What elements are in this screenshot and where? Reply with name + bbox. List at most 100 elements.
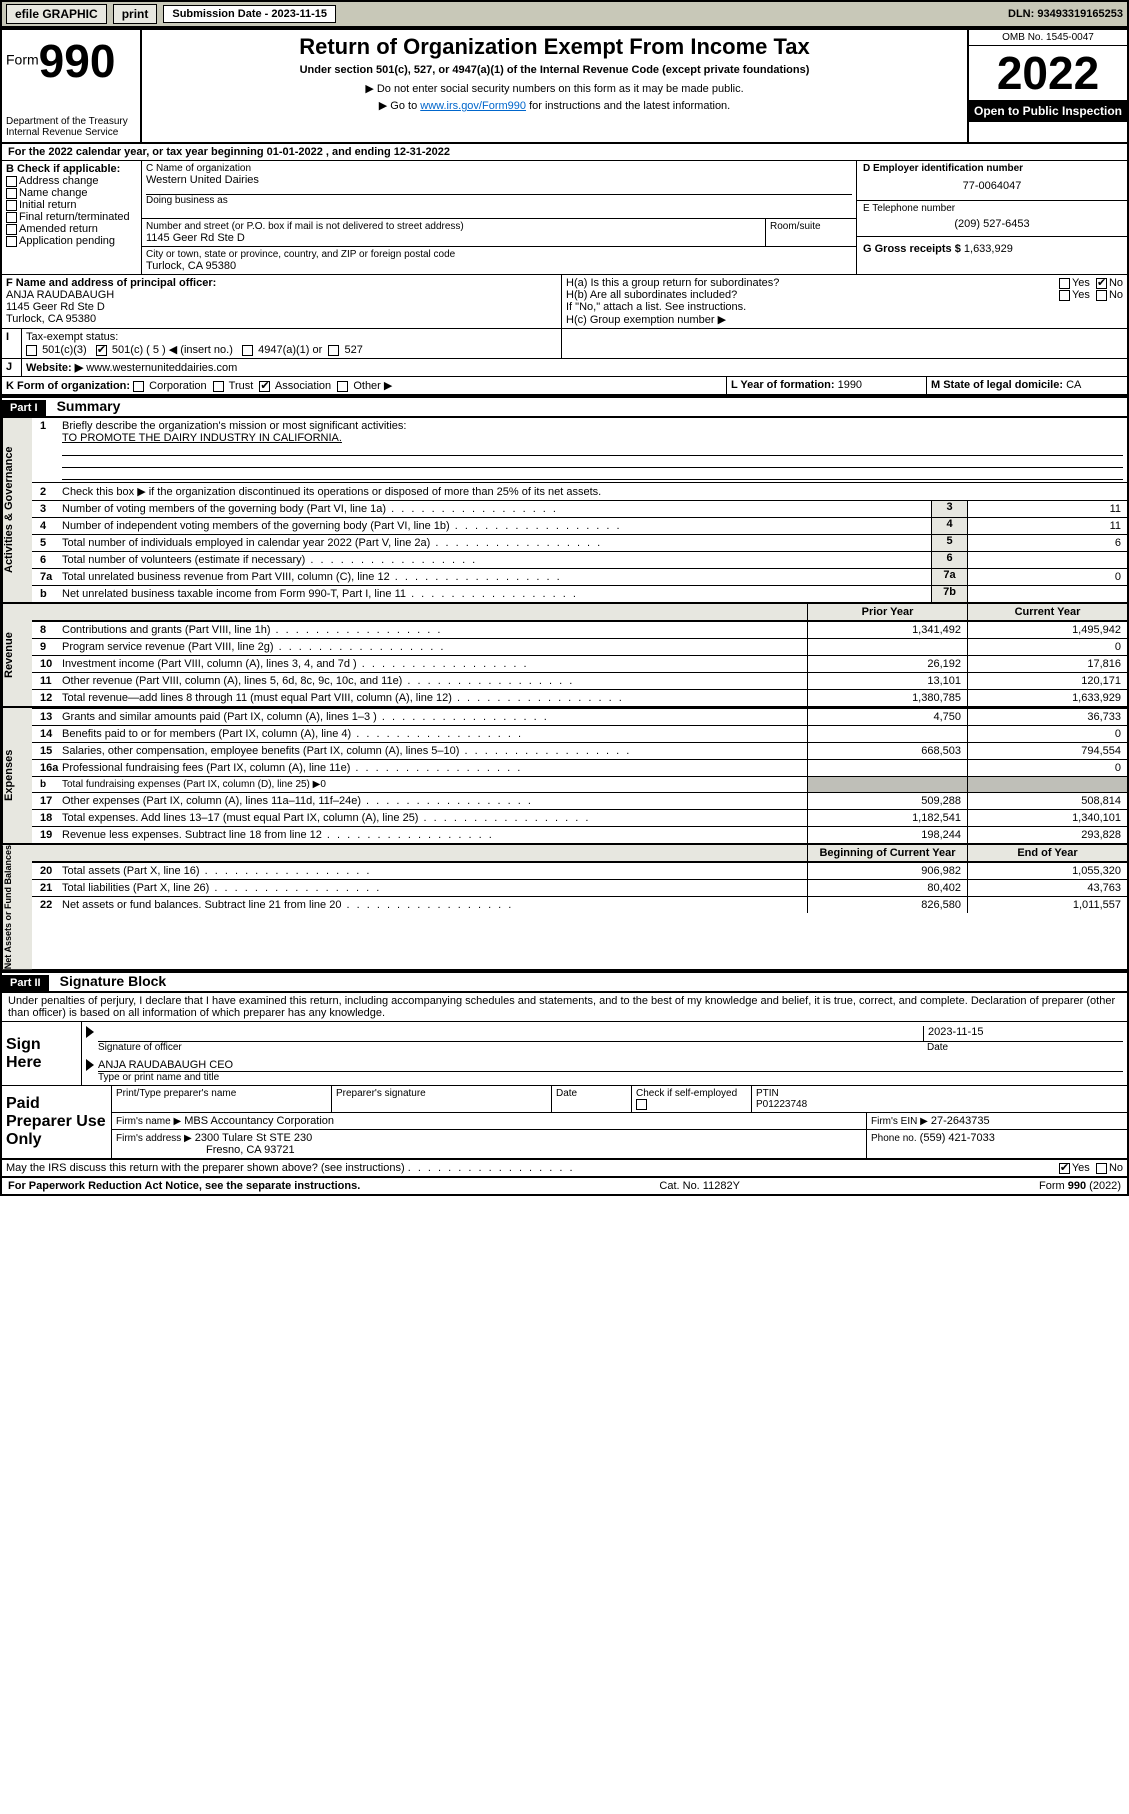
money-row: 12Total revenue—add lines 8 through 11 (… [32,689,1127,706]
cb-address-change[interactable]: Address change [6,175,137,187]
room-label: Room/suite [770,221,852,232]
website-label: Website: ▶ [26,362,83,374]
money-row: 14Benefits paid to or for members (Part … [32,725,1127,742]
money-row: 15Salaries, other compensation, employee… [32,742,1127,759]
irs-link[interactable]: www.irs.gov/Form990 [420,100,526,112]
form-page: Form990 Department of the Treasury Inter… [0,28,1129,1196]
cb-527[interactable] [328,345,339,356]
officer-addr1: 1145 Geer Rd Ste D [6,301,557,313]
gov-row: 6Total number of volunteers (estimate if… [32,551,1127,568]
cat-no: Cat. No. 11282Y [659,1180,740,1192]
col-begin: Beginning of Current Year [807,845,967,861]
line-l-label: L Year of formation: [731,379,835,391]
cb-app-pending[interactable]: Application pending [6,235,137,247]
money-row: 13Grants and similar amounts paid (Part … [32,708,1127,725]
form-ref: Form 990 (2022) [1039,1180,1121,1192]
cb-501c3[interactable] [26,345,37,356]
perjury-decl: Under penalties of perjury, I declare th… [2,993,1127,1022]
hb-yes[interactable] [1059,290,1070,301]
addr-label: Number and street (or P.O. box if mail i… [146,221,761,232]
ha-yes[interactable] [1059,278,1070,289]
vlabel-revenue: Revenue [2,604,32,706]
efile-button[interactable]: efile GRAPHIC [6,4,107,24]
goto-note: ▶ Go to www.irs.gov/Form990 for instruct… [148,99,961,112]
officer-name: ANJA RAUDABAUGH [6,289,557,301]
org-city: Turlock, CA 95380 [146,260,852,272]
ssn-note: ▶ Do not enter social security numbers o… [148,82,961,95]
cb-other[interactable] [337,381,348,392]
cb-4947[interactable] [242,345,253,356]
cb-name-change[interactable]: Name change [6,187,137,199]
tax-exempt-label: Tax-exempt status: [26,331,118,343]
money-row: 11Other revenue (Part VIII, column (A), … [32,672,1127,689]
money-row: 8Contributions and grants (Part VIII, li… [32,621,1127,638]
paid-preparer: Paid Preparer Use Only [2,1086,112,1158]
money-row: 18Total expenses. Add lines 13–17 (must … [32,809,1127,826]
h-c: H(c) Group exemption number ▶ [566,313,1123,326]
top-toolbar: efile GRAPHIC print Submission Date - 20… [0,0,1129,28]
cb-initial-return[interactable]: Initial return [6,199,137,211]
box-e-label: E Telephone number [863,203,1121,214]
note2-post: for instructions and the latest informat… [526,100,730,112]
part1-title: Summary [49,398,121,414]
ha-no[interactable] [1096,278,1107,289]
money-row: 22Net assets or fund balances. Subtract … [32,896,1127,913]
org-name: Western United Dairies [146,174,852,186]
col-current: Current Year [967,604,1127,620]
cb-final-return[interactable]: Final return/terminated [6,211,137,223]
cb-corp[interactable] [133,381,144,392]
box-g-label: G Gross receipts $ [863,243,961,255]
self-employed: Check if self-employed [636,1088,737,1099]
line-a-text: For the 2022 calendar year, or tax year … [2,144,454,160]
officer-addr2: Turlock, CA 95380 [6,313,557,325]
money-row: 21Total liabilities (Part X, line 26) 80… [32,879,1127,896]
submission-date: Submission Date - 2023-11-15 [163,5,336,23]
cb-assoc[interactable] [259,381,270,392]
cb-501c[interactable] [96,345,107,356]
form-header: Form990 Department of the Treasury Inter… [2,30,1127,144]
firm-name-label: Firm's name ▶ [116,1116,181,1127]
tax-year: 2022 [969,46,1127,100]
q2-text: Check this box ▶ if the organization dis… [62,486,601,498]
sign-here: Sign Here [2,1022,82,1085]
gov-row: 7aTotal unrelated business revenue from … [32,568,1127,585]
form-subtitle: Under section 501(c), 527, or 4947(a)(1)… [148,64,961,76]
ein: 77-0064047 [863,174,1121,198]
money-row: 17Other expenses (Part IX, column (A), l… [32,792,1127,809]
line-a: For the 2022 calendar year, or tax year … [2,144,1127,161]
website: www.westernuniteddairies.com [86,362,237,374]
print-button[interactable]: print [113,4,158,24]
firm-ein-label: Firm's EIN ▶ [871,1116,928,1127]
box-d-label: D Employer identification number [863,163,1121,174]
h-a: H(a) Is this a group return for subordin… [566,277,1059,289]
cb-self-employed[interactable] [636,1099,647,1110]
box-b-title: B Check if applicable: [6,163,137,175]
arrow-icon [86,1059,94,1071]
firm-addr2: Fresno, CA 93721 [116,1144,295,1156]
money-row: 9Program service revenue (Part VIII, lin… [32,638,1127,655]
part2-title: Signature Block [52,973,167,989]
hb-no[interactable] [1096,290,1107,301]
omb-number: OMB No. 1545-0047 [969,30,1127,46]
h-note: If "No," attach a list. See instructions… [566,301,1123,313]
cb-trust[interactable] [213,381,224,392]
box-f-label: F Name and address of principal officer: [6,277,557,289]
form-number: Form990 [6,34,136,88]
line-m-label: M State of legal domicile: [931,379,1063,391]
dba-label: Doing business as [146,195,852,206]
h-sig: Preparer's signature [332,1086,552,1112]
org-address: 1145 Geer Rd Ste D [146,232,761,244]
firm-ein: 27-2643735 [931,1115,990,1127]
page-footer: For Paperwork Reduction Act Notice, see … [2,1178,1127,1194]
discuss-yes[interactable] [1059,1163,1070,1174]
gross-receipts: 1,633,929 [964,243,1013,255]
h-print: Print/Type preparer's name [112,1086,332,1112]
cb-amended[interactable]: Amended return [6,223,137,235]
vlabel-netassets: Net Assets or Fund Balances [2,845,32,969]
discuss-no[interactable] [1096,1163,1107,1174]
mission: TO PROMOTE THE DAIRY INDUSTRY IN CALIFOR… [40,432,342,444]
gov-row: 4Number of independent voting members of… [32,517,1127,534]
arrow-icon [86,1026,94,1038]
gov-row: 5Total number of individuals employed in… [32,534,1127,551]
date-label: Date [923,1042,1123,1053]
